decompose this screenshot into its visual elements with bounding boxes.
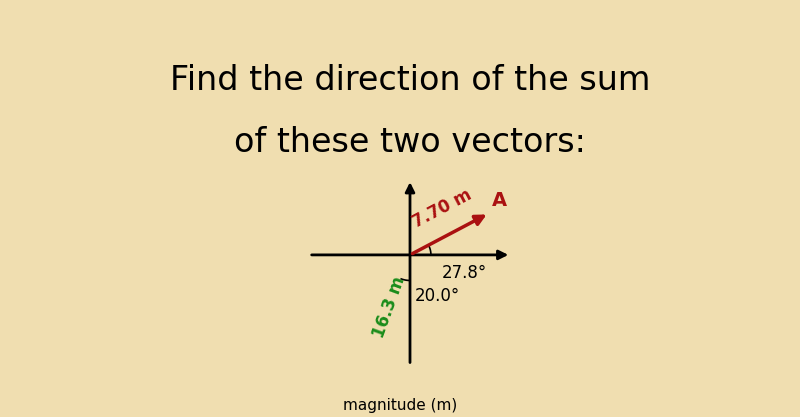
Text: Find the direction of the sum: Find the direction of the sum — [170, 64, 650, 98]
Text: magnitude (m): magnitude (m) — [343, 398, 457, 413]
Text: of these two vectors:: of these two vectors: — [234, 126, 586, 159]
Text: 7.70 m: 7.70 m — [410, 186, 475, 231]
Text: 27.8°: 27.8° — [442, 264, 486, 282]
Text: 20.0°: 20.0° — [414, 287, 460, 305]
Text: A: A — [491, 191, 506, 210]
Text: 16.3 m: 16.3 m — [370, 274, 409, 340]
